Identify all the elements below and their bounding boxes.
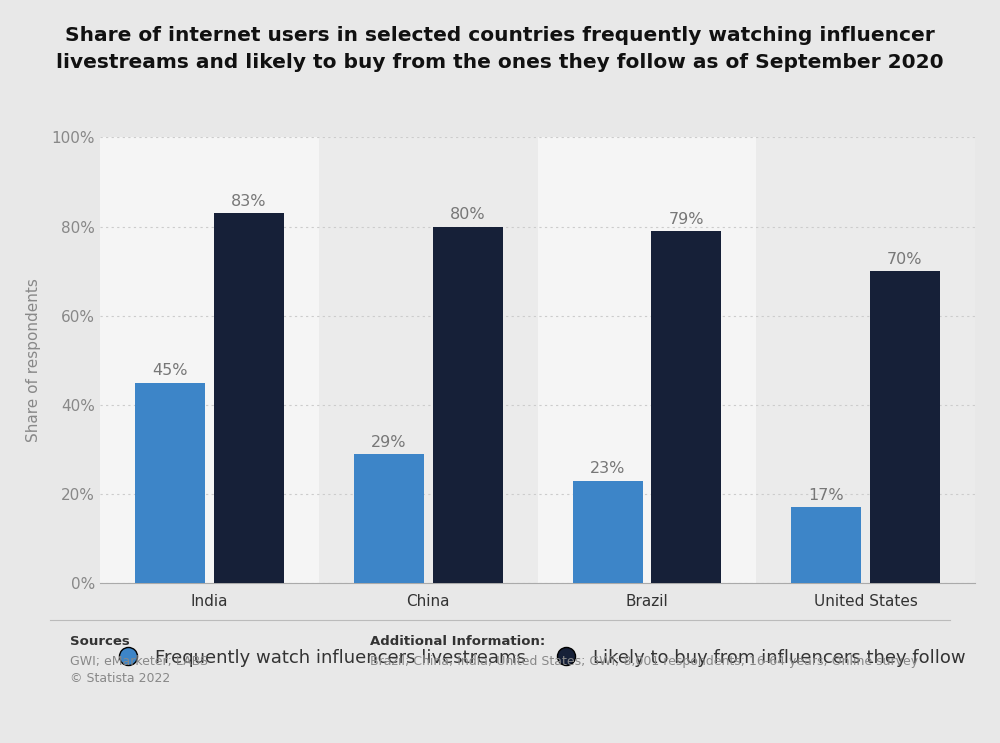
- Text: 83%: 83%: [231, 194, 266, 209]
- Text: 80%: 80%: [450, 207, 485, 222]
- Text: 23%: 23%: [590, 461, 625, 476]
- Text: 70%: 70%: [887, 252, 923, 267]
- Bar: [214, 213, 284, 583]
- Bar: [432, 227, 503, 583]
- Bar: [135, 383, 205, 583]
- Y-axis label: Share of respondents: Share of respondents: [26, 279, 41, 442]
- Text: Brazil; China; India; United States; GWI; 8,001 respondents; 16-64 years; Online: Brazil; China; India; United States; GWI…: [370, 655, 918, 668]
- Bar: [354, 454, 424, 583]
- Bar: [791, 507, 861, 583]
- Bar: [572, 481, 642, 583]
- Text: 29%: 29%: [371, 435, 406, 450]
- Text: Additional Information:: Additional Information:: [370, 635, 545, 648]
- Text: 45%: 45%: [152, 363, 188, 378]
- Bar: [319, 137, 538, 583]
- Text: GWI; eMarketer; LABS: GWI; eMarketer; LABS: [70, 655, 208, 668]
- Text: © Statista 2022: © Statista 2022: [70, 672, 170, 685]
- Text: Sources: Sources: [70, 635, 130, 648]
- Bar: [100, 137, 319, 583]
- Bar: [870, 271, 940, 583]
- Text: 17%: 17%: [808, 488, 844, 503]
- Bar: [538, 137, 756, 583]
- Bar: [756, 137, 975, 583]
- Text: 79%: 79%: [668, 212, 704, 227]
- Legend: Frequently watch influencers livestreams, Likely to buy from influencers they fo: Frequently watch influencers livestreams…: [103, 641, 972, 674]
- Bar: [651, 231, 721, 583]
- Text: Share of internet users in selected countries frequently watching influencer
liv: Share of internet users in selected coun…: [56, 26, 944, 71]
